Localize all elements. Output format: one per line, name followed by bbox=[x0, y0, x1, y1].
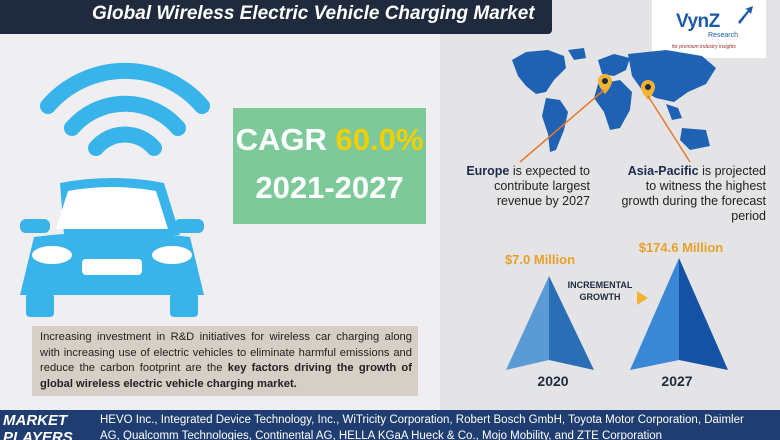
players-line1: HEVO Inc., Integrated Device Technology,… bbox=[100, 414, 744, 426]
description-text: Increasing investment in R&D initiatives… bbox=[40, 330, 412, 392]
market-players-list: HEVO Inc., Integrated Device Technology,… bbox=[100, 412, 778, 440]
asia-name: Asia-Pacific bbox=[627, 164, 699, 178]
pyramid-2027-left bbox=[630, 258, 679, 370]
wifi-signal-icon bbox=[40, 62, 210, 156]
growth-arrow-icon bbox=[637, 291, 648, 305]
market-players-label-line2: PLAYERS bbox=[3, 429, 73, 440]
electric-car-icon bbox=[20, 178, 204, 317]
asia-location-pin-icon bbox=[641, 80, 655, 100]
incremental-growth-label: INCREMENTAL GROWTH bbox=[560, 279, 640, 303]
incremental-line2: GROWTH bbox=[579, 292, 621, 302]
logo-brand: VynZ bbox=[676, 11, 720, 32]
europe-text: is expected to contribute largest revenu… bbox=[494, 164, 590, 208]
pyramid-2020-right bbox=[549, 276, 594, 370]
year-2027: 2027 bbox=[661, 373, 693, 389]
europe-name: Europe bbox=[466, 164, 510, 178]
market-players-label-line1: MARKET bbox=[3, 412, 68, 429]
year-2020: 2020 bbox=[537, 373, 569, 389]
incremental-line1: INCREMENTAL bbox=[567, 280, 633, 290]
cagr-box: CAGR 60.0% 2021-2027 bbox=[233, 108, 426, 224]
description-plain: Increasing investment in R&D initiatives… bbox=[40, 331, 412, 374]
cagr-period: 2021-2027 bbox=[255, 170, 404, 205]
description-bold: key factors driving the growth of global… bbox=[40, 362, 412, 390]
logo-tagline: for premium industry insights bbox=[672, 44, 736, 50]
page-title: Global Wireless Electric Vehicle Chargin… bbox=[92, 3, 535, 24]
players-line2: AG, Qualcomm Technologies, Continental A… bbox=[100, 430, 663, 440]
cagr-heading: CAGR 60.0% bbox=[233, 122, 426, 158]
cagr-value: 60.0% bbox=[335, 122, 424, 157]
logo-subtitle: Research bbox=[708, 32, 738, 39]
title-bar: Global Wireless Electric Vehicle Chargin… bbox=[0, 0, 552, 34]
logo-arrow-icon bbox=[738, 6, 753, 24]
asia-note: Asia-Pacific is projected to witness the… bbox=[618, 164, 766, 224]
value-2027: $174.6 Million bbox=[638, 240, 724, 255]
pyramid-2020-left bbox=[506, 276, 549, 370]
market-players-label: MARKET PLAYERS bbox=[3, 412, 97, 440]
cagr-label: CAGR bbox=[235, 122, 327, 157]
europe-note: Europe is expected to contribute largest… bbox=[448, 164, 590, 209]
asia-text: is projected to witness the highest grow… bbox=[621, 164, 766, 223]
market-players-bar: MARKET PLAYERS HEVO Inc., Integrated Dev… bbox=[0, 410, 780, 440]
europe-location-pin-icon bbox=[598, 74, 612, 94]
vynz-logo: VynZ Research for premium industry insig… bbox=[652, 0, 766, 58]
value-2020: $7.0 Million bbox=[504, 252, 576, 267]
description-box: Increasing investment in R&D initiatives… bbox=[32, 326, 418, 396]
pyramid-2027-right bbox=[679, 258, 728, 370]
